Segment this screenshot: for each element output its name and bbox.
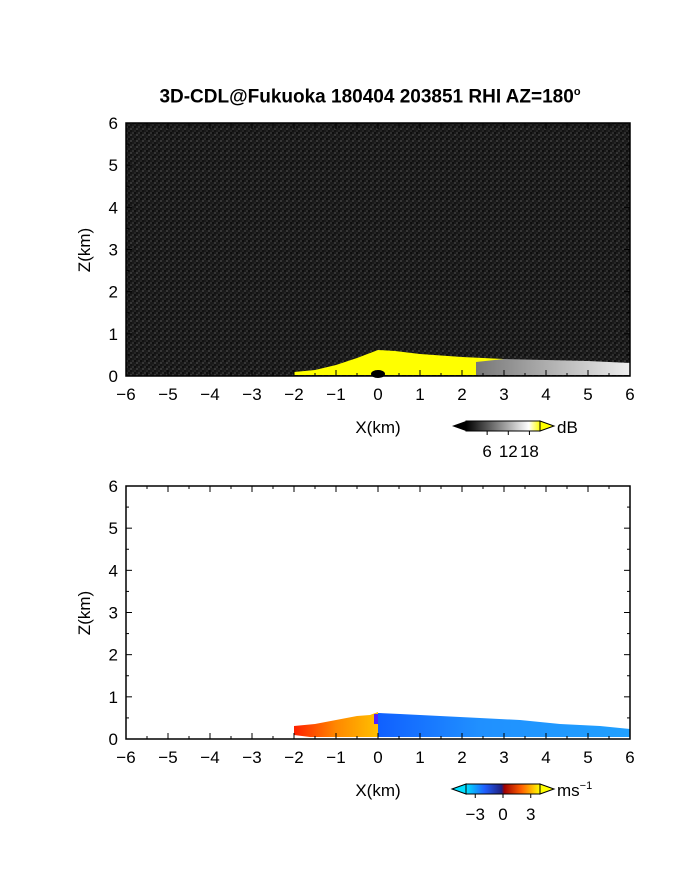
colorbar-underflow-arrow [450, 783, 467, 795]
x-tick-label: 1 [415, 748, 424, 767]
x-tick-label: −2 [284, 385, 303, 404]
x-tick-label: −1 [326, 385, 345, 404]
ylabel-top: Z(km) [75, 228, 94, 272]
axes-top: −6 −5 −4 −3 −2 −1 0 1 2 3 4 5 6 0 1 2 3 4 5 6 [109, 114, 635, 404]
x-tick-label: 0 [373, 385, 382, 404]
axes-bottom: −6 −5 −4 −3 −2 −1 0 1 2 3 4 5 6 0 1 2 3 4 5 6 [109, 477, 635, 767]
y-tick-label: 6 [109, 114, 118, 133]
colorbar-overflow-arrow [539, 420, 556, 432]
xlabel-bottom: X(km) [355, 781, 400, 800]
y-tick-label: 5 [109, 156, 118, 175]
x-tick-label: −2 [284, 748, 303, 767]
y-tick-label: 4 [109, 561, 118, 580]
colorbar-tick-label: 0 [498, 805, 507, 824]
y-tick-label: 3 [109, 241, 118, 260]
colorbar-tick-label: −3 [466, 805, 485, 824]
y-tick-label: 2 [109, 646, 118, 665]
x-tick-label: 4 [541, 385, 550, 404]
x-tick-label: 5 [583, 385, 592, 404]
xlabel-top: X(km) [355, 418, 400, 437]
x-tick-label: 3 [499, 748, 508, 767]
x-tick-label: 5 [583, 748, 592, 767]
echo-strong-region [294, 350, 504, 375]
y-tick-label: 2 [109, 283, 118, 302]
x-tick-label: 4 [541, 748, 550, 767]
x-tick-label: −3 [242, 748, 261, 767]
colorbar-velocity [465, 783, 541, 795]
velocity-positive-region [294, 712, 378, 737]
colorbar-unit-ms: ms−1 [557, 780, 592, 800]
colorbar-ticks-bottom: −3 0 3 [466, 794, 535, 824]
colorbar-dB [465, 420, 541, 432]
y-tick-label: 6 [109, 477, 118, 496]
chart-title: 3D-CDL@Fukuoka 180404 203851 RHI AZ=180o [159, 86, 581, 108]
echo-moderate-region [476, 359, 630, 375]
x-tick-label: −4 [200, 748, 219, 767]
velocity-background [126, 486, 630, 739]
y-tick-label: 0 [109, 367, 118, 386]
colorbar-underflow-arrow [452, 421, 466, 431]
y-tick-label: 1 [109, 688, 118, 707]
y-tick-label: 1 [109, 325, 118, 344]
x-tick-label: 2 [457, 385, 466, 404]
x-tick-label: 3 [499, 385, 508, 404]
x-tick-label: −4 [200, 385, 219, 404]
y-tick-label: 5 [109, 519, 118, 538]
x-tick-label: 1 [415, 385, 424, 404]
x-tick-label: 0 [373, 748, 382, 767]
colorbar-unit-dB: dB [557, 418, 578, 437]
velocity-panel: −6 −5 −4 −3 −2 −1 0 1 2 3 4 5 6 0 1 2 3 4 5 6 X(km) Z(km) m… [75, 477, 635, 824]
noise-background [126, 123, 630, 376]
x-tick-label: −6 [116, 385, 135, 404]
ylabel-bottom: Z(km) [75, 591, 94, 635]
colorbar-tick-label: 18 [520, 442, 539, 461]
x-tick-label: 6 [625, 385, 634, 404]
y-tick-label: 3 [109, 604, 118, 623]
x-tick-label: −6 [116, 748, 135, 767]
velocity-negative-region [378, 713, 630, 737]
y-tick-label: 0 [109, 730, 118, 749]
x-tick-label: 6 [625, 748, 634, 767]
x-tick-label: −3 [242, 385, 261, 404]
x-tick-label: −5 [158, 385, 177, 404]
colorbar-tick-label: 3 [526, 805, 535, 824]
velocity-boundary [374, 714, 378, 724]
colorbar-tick-label: 6 [482, 442, 491, 461]
x-tick-label: 2 [457, 748, 466, 767]
colorbar-overflow-arrow [539, 783, 556, 795]
x-tick-label: −5 [158, 748, 177, 767]
colorbar-tick-label: 12 [499, 442, 518, 461]
x-tick-label: −1 [326, 748, 345, 767]
colorbar-ticks-top: 6 12 18 [482, 431, 539, 461]
y-tick-label: 4 [109, 198, 118, 217]
